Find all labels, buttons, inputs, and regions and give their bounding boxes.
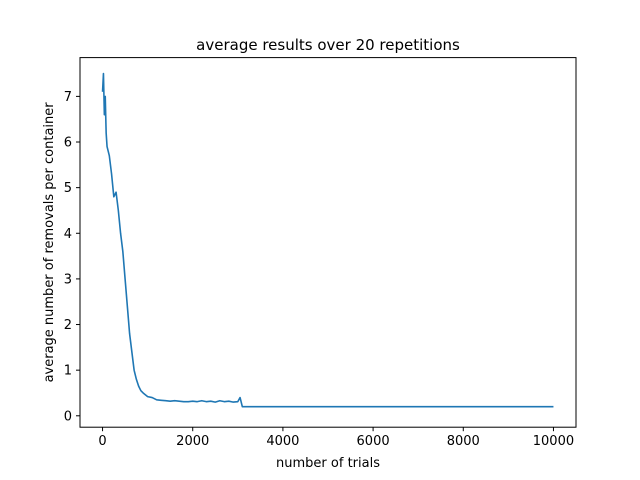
y-tick-label: 2 <box>64 318 72 333</box>
x-tick-label: 6000 <box>357 434 390 449</box>
x-tick-label: 2000 <box>176 434 209 449</box>
x-axis-label: number of trials <box>276 456 380 471</box>
y-tick-label: 7 <box>64 90 72 105</box>
axis-ticks: 0 2000 4000 6000 8000 10000 0 1 2 3 4 5 6 7 <box>64 90 574 449</box>
chart-title: average results over 20 repetitions <box>196 36 460 54</box>
y-tick-label: 4 <box>64 227 72 242</box>
x-tick-label: 10000 <box>533 434 574 449</box>
x-tick-label: 8000 <box>447 434 480 449</box>
y-tick-label: 6 <box>64 136 72 151</box>
series-line <box>101 72 554 408</box>
y-axis-label: average number of removals per container <box>42 102 57 383</box>
y-tick-label: 3 <box>64 272 72 287</box>
y-tick-label: 5 <box>64 181 72 196</box>
y-tick-label: 1 <box>64 364 72 379</box>
x-tick-label: 0 <box>98 434 106 449</box>
x-tick-label: 4000 <box>266 434 299 449</box>
plot-area <box>101 72 554 408</box>
axes-frame <box>79 57 577 428</box>
y-tick-label: 0 <box>64 409 72 424</box>
